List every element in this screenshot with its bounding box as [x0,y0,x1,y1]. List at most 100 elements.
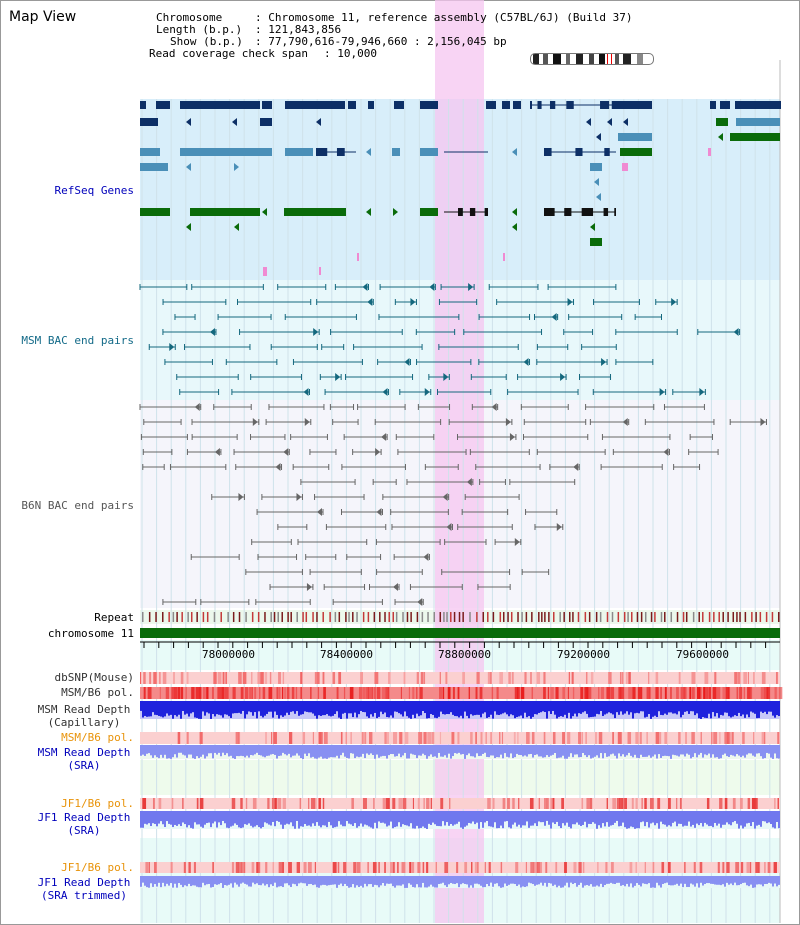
depth-bar [486,701,488,718]
depth-bar [670,745,672,759]
depth-bar [548,745,550,757]
heat-cell [314,672,319,684]
depth-bar [230,701,232,718]
depth-bar [398,745,400,754]
depth-bar [492,811,494,828]
heat-cell [648,672,650,684]
repeat-element [588,612,591,622]
depth-bar [606,876,608,884]
depth-bar [412,876,414,888]
depth-bar [432,745,434,757]
depth-bar [274,811,276,827]
gene-exon [513,101,521,109]
depth-bar [326,811,328,828]
gene-strand-arrow [596,133,601,141]
depth-bar [514,745,516,758]
heat-cell [600,687,605,699]
depth-bar [244,876,246,884]
depth-bar [222,811,224,821]
depth-bar [396,745,398,757]
depth-bar [646,701,648,717]
depth-bar [326,701,328,715]
heat-cell [264,672,268,684]
gene-strand-arrow [381,433,387,441]
depth-bar [526,876,528,887]
depth-bar [536,811,538,827]
depth-bar [624,745,626,757]
depth-bar [620,745,622,757]
heat-cell [657,798,661,809]
depth-bar [724,811,726,825]
depth-bar [730,701,732,718]
depth-bar [300,811,302,827]
depth-bar [162,876,164,883]
depth-bar [468,745,470,754]
depth-bar [346,876,348,886]
depth-bar [576,876,578,887]
depth-bar [566,701,568,719]
depth-bar [752,811,754,823]
heat-cell [679,798,682,809]
depth-bar [460,811,462,828]
depth-bar [208,876,210,884]
gene-exon [708,148,711,156]
depth-bar [458,745,460,753]
heat-cell [457,687,460,699]
heat-cell [259,687,261,699]
depth-bar [698,876,700,888]
depth-bar [282,876,284,888]
depth-bar [246,811,248,825]
depth-bar [538,745,540,757]
depth-bar [170,876,172,884]
gene-strand-arrow [366,148,371,156]
depth-bar [206,811,208,824]
repeat-element [771,612,774,622]
heat-cell [158,798,162,809]
heat-cell [183,862,186,873]
depth-bar [644,745,646,757]
depth-bar [516,876,518,886]
depth-bar [506,811,508,822]
depth-bar [692,876,694,885]
heat-cell [660,687,663,699]
repeat-element [162,612,164,622]
heat-cell [240,687,244,699]
depth-bar [456,811,458,824]
depth-bar [434,876,436,888]
repeat-element [698,612,700,622]
depth-bar [688,745,690,755]
depth-bar [612,876,614,884]
depth-bar [218,811,220,823]
depth-bar [358,745,360,758]
depth-bar [316,876,318,888]
heat-cell [547,687,550,699]
heat-cell [193,862,196,873]
depth-bar [406,876,408,888]
depth-bar [494,745,496,759]
heat-cell [625,672,628,684]
depth-bar [326,745,328,759]
depth-bar [708,811,710,827]
depth-bar [426,701,428,719]
depth-bar [534,811,536,824]
depth-bar [156,811,158,827]
heat-cell [539,862,542,873]
heat-cell [445,672,448,684]
depth-bar [638,745,640,759]
depth-bar [476,876,478,884]
heat-cell [235,862,240,873]
depth-bar [610,745,612,755]
depth-bar [196,811,198,825]
depth-bar [352,876,354,885]
chromosome-ideogram[interactable] [530,53,654,65]
depth-bar [174,876,176,884]
depth-bar [300,701,302,715]
depth-bar [564,701,566,715]
depth-bar [184,701,186,715]
depth-bar [640,701,642,712]
heat-cell [524,672,527,684]
depth-bar [676,876,678,884]
depth-bar [728,745,730,757]
depth-bar [204,811,206,825]
